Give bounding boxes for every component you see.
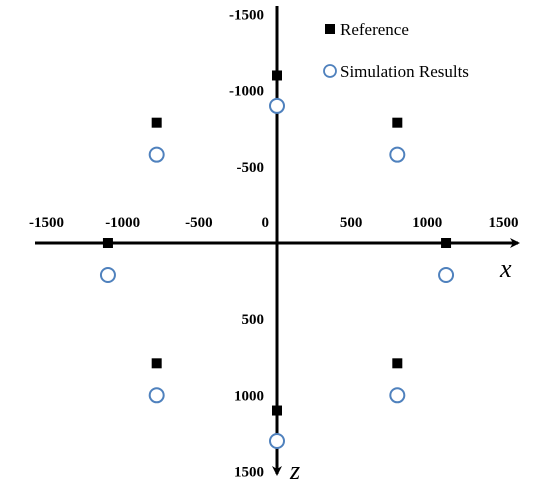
z-tick-label: 500 [242,312,265,328]
reference-point [272,405,282,416]
legend: Reference Simulation Results [323,20,469,81]
legend-label: Simulation Results [340,62,469,81]
reference-point [441,238,452,248]
simulation-point [438,266,455,283]
reference-point [151,358,162,369]
legend-reference-marker [325,24,335,34]
tick-labels: -1500 -1000 -500 0 500 1000 1500 -1500 -1000 -500… [29,8,518,481]
x-tick-label: -500 [185,215,213,231]
reference-point [272,70,282,81]
z-tick-label: 1500 [234,464,264,480]
z-tick-label: 1000 [234,388,264,404]
x-tick-label: 1000 [412,215,442,231]
reference-point [392,358,403,369]
x-tick-label: 500 [340,215,363,231]
x-tick-label: 0 [262,215,270,231]
z-tick-label: -500 [237,160,265,176]
x-tick-label: 1500 [488,215,518,231]
simulation-point [148,387,165,404]
simulation-point [99,266,116,283]
reference-point [102,238,113,248]
z-tick-label: -1500 [229,8,264,24]
legend-simulation-marker [323,64,337,78]
reference-point [392,117,403,128]
x-axis-label: x [499,254,512,283]
legend-label: Reference [340,20,409,39]
axes: xz [35,6,520,485]
z-axis-label: z [289,456,300,485]
x-tick-label: -1500 [29,215,64,231]
data-points [99,70,455,449]
z-tick-label: -1000 [229,84,264,100]
simulation-point [389,387,406,404]
reference-point [151,117,162,128]
simulation-point [269,432,285,449]
simulation-point [148,146,165,163]
simulation-point [389,146,406,163]
simulation-point [269,97,285,114]
x-tick-label: -1000 [105,215,140,231]
